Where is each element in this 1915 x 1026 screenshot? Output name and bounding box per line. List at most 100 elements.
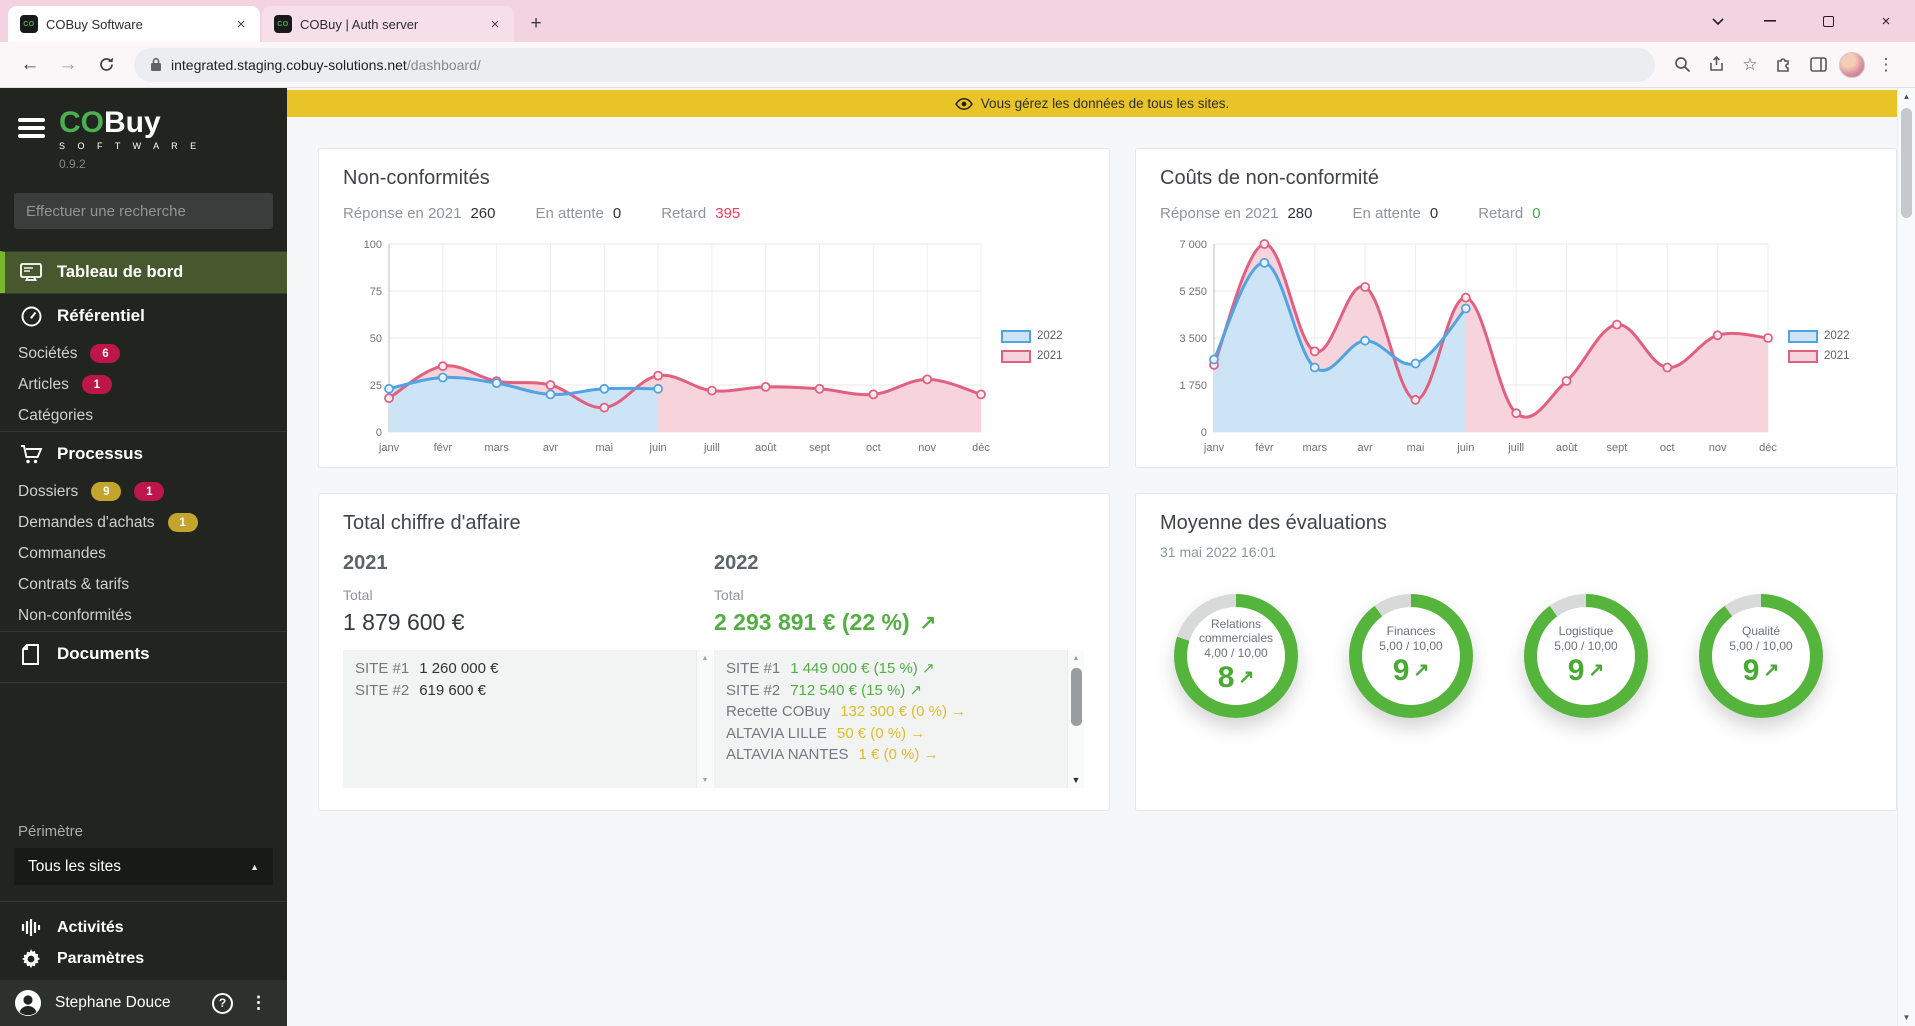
card-title: Moyenne des évaluations: [1160, 510, 1872, 536]
scrollbar-thumb[interactable]: [1901, 108, 1912, 218]
sidebar-item-parametres[interactable]: Paramètres: [0, 943, 287, 974]
svg-text:3 500: 3 500: [1179, 333, 1207, 345]
svg-text:0: 0: [376, 427, 382, 439]
tab-auth-server[interactable]: CO COBuy | Auth server ×: [262, 6, 514, 42]
list-item: SITE #2712 540 € (15 %) ↗: [726, 680, 1054, 702]
stat-retard: Retard0: [1478, 205, 1540, 222]
legend-label: 2021: [1824, 350, 1850, 362]
logo-buy: Buy: [104, 106, 161, 139]
compass-icon: [18, 306, 44, 327]
sidebar: COBuy S O F T W A R E 0.9.2 Tableau de b…: [0, 88, 287, 1026]
legend-swatch: [1788, 350, 1818, 363]
zoom-icon[interactable]: [1667, 50, 1697, 80]
bookmark-star-icon[interactable]: ☆: [1735, 50, 1765, 80]
count-badge: 9: [91, 482, 121, 501]
sidebar-item-label: Dossiers: [18, 483, 78, 501]
side-panel-icon[interactable]: [1803, 50, 1833, 80]
site-value: 712 540 € (15 %) ↗: [790, 680, 922, 702]
new-tab-button[interactable]: +: [522, 10, 550, 38]
rating-gauge-relations-commerciales: Relations commerciales4,00 / 10,008↗: [1174, 594, 1298, 718]
scroll-down-icon[interactable]: ▼: [697, 772, 713, 788]
legend-label: 2021: [1037, 350, 1063, 362]
card-title: Coûts de non-conformité: [1160, 165, 1872, 191]
browser-menu-kebab-icon[interactable]: ⋮: [1871, 50, 1901, 80]
tab-close-icon[interactable]: ×: [486, 15, 504, 33]
scroll-up-icon[interactable]: ▲: [1898, 88, 1915, 105]
back-icon[interactable]: ←: [14, 49, 46, 81]
scroll-up-icon[interactable]: ▲: [1068, 650, 1084, 666]
svg-text:50: 50: [370, 333, 382, 345]
window-maximize-button[interactable]: [1799, 0, 1857, 42]
svg-text:nov: nov: [918, 442, 936, 454]
site-value: 132 300 € (0 %) →: [840, 701, 966, 723]
sidebar-item-societes[interactable]: Sociétés6: [0, 338, 287, 369]
sidebar-item-dossiers[interactable]: Dossiers91: [0, 476, 287, 507]
site-label: SITE #2: [355, 680, 409, 702]
forward-icon[interactable]: →: [52, 49, 84, 81]
lock-icon: [150, 57, 162, 72]
legend-item-2022[interactable]: 2022: [1001, 330, 1085, 343]
extensions-puzzle-icon[interactable]: [1769, 50, 1799, 80]
revenue-total-value: 2 293 891 € (22 %)↗: [714, 609, 1085, 636]
sidebar-item-contrats-tarifs[interactable]: Contrats & tarifs: [0, 569, 287, 600]
sidebar-item-commandes[interactable]: Commandes: [0, 538, 287, 569]
help-icon[interactable]: ?: [212, 993, 233, 1014]
page-scrollbar[interactable]: ▲ ▼: [1897, 88, 1915, 1026]
app-version: 0.9.2: [59, 157, 201, 171]
window-minimize-button[interactable]: [1741, 0, 1799, 42]
gauge-value: 9↗: [1393, 655, 1430, 687]
panel-scrollbar[interactable]: ▲▼: [696, 650, 713, 788]
site-label: SITE #1: [355, 658, 409, 680]
panel-scrollbar[interactable]: ▲▼: [1067, 650, 1084, 788]
perimeter-select[interactable]: Tous les sites ▲: [14, 848, 273, 885]
window-close-button[interactable]: ×: [1857, 0, 1915, 42]
scroll-up-icon[interactable]: ▲: [697, 650, 713, 666]
profile-avatar[interactable]: [1837, 50, 1867, 80]
hamburger-menu-icon[interactable]: [18, 118, 45, 142]
sidebar-item-label: Non-conformités: [18, 607, 132, 625]
stat-label: En attente: [535, 205, 603, 222]
sidebar-item-referentiel[interactable]: Référentiel: [0, 293, 287, 338]
gauge-score: 5,00 / 10,00: [1729, 639, 1792, 655]
scroll-down-icon[interactable]: ▼: [1068, 772, 1084, 788]
gauge-score: 5,00 / 10,00: [1379, 639, 1442, 655]
sidebar-item-demandes-d-achats[interactable]: Demandes d'achats1: [0, 507, 287, 538]
sidebar-item-documents[interactable]: Documents: [0, 631, 287, 676]
scrollbar-thumb[interactable]: [1071, 668, 1082, 726]
refresh-icon[interactable]: [90, 49, 122, 81]
sidebar-item-non-conformites[interactable]: Non-conformités: [0, 600, 287, 631]
stat-label: Retard: [661, 205, 706, 222]
sidebar-item-label: Processus: [57, 444, 143, 464]
sidebar-item-label: Sociétés: [18, 345, 77, 363]
svg-text:1 750: 1 750: [1179, 380, 1207, 392]
sidebar-item-tableau-de-bord[interactable]: Tableau de bord: [0, 251, 287, 293]
legend-item-2021[interactable]: 2021: [1788, 350, 1872, 363]
sidebar-item-activites[interactable]: Activités: [0, 912, 287, 943]
window-chevron-icon[interactable]: [1695, 0, 1741, 42]
cobuy-favicon: CO: [274, 15, 292, 33]
legend-item-2021[interactable]: 2021: [1001, 350, 1085, 363]
stat-reponse-en-2021: Réponse en 2021260: [343, 205, 495, 222]
search-input[interactable]: [14, 193, 273, 229]
stat-value: 280: [1287, 205, 1312, 222]
sidebar-item-articles[interactable]: Articles1: [0, 369, 287, 400]
user-row[interactable]: Stephane Douce ? ⋮: [0, 980, 287, 1026]
sidebar-item-categories[interactable]: Catégories: [0, 400, 287, 431]
svg-text:oct: oct: [1660, 442, 1675, 454]
svg-text:5 250: 5 250: [1179, 286, 1207, 298]
share-icon[interactable]: [1701, 50, 1731, 80]
tab-cobuy-software[interactable]: CO COBuy Software ×: [8, 6, 260, 42]
sidebar-item-processus[interactable]: Processus: [0, 431, 287, 476]
sidebar-item-label: Tableau de bord: [57, 263, 183, 282]
legend-swatch: [1788, 330, 1818, 343]
tab-title: COBuy | Auth server: [300, 17, 478, 32]
gauge-inner: Logistique5,00 / 10,009↗: [1537, 607, 1635, 705]
scroll-down-icon[interactable]: ▼: [1898, 1009, 1915, 1026]
address-bar[interactable]: integrated.staging.cobuy-solutions.net/d…: [134, 48, 1655, 82]
tab-close-icon[interactable]: ×: [232, 15, 250, 33]
cobuy-favicon: CO: [20, 15, 38, 33]
legend-item-2022[interactable]: 2022: [1788, 330, 1872, 343]
stat-value: 395: [715, 205, 740, 222]
user-menu-kebab-icon[interactable]: ⋮: [246, 993, 271, 1013]
gauge-value: 9↗: [1743, 655, 1780, 687]
